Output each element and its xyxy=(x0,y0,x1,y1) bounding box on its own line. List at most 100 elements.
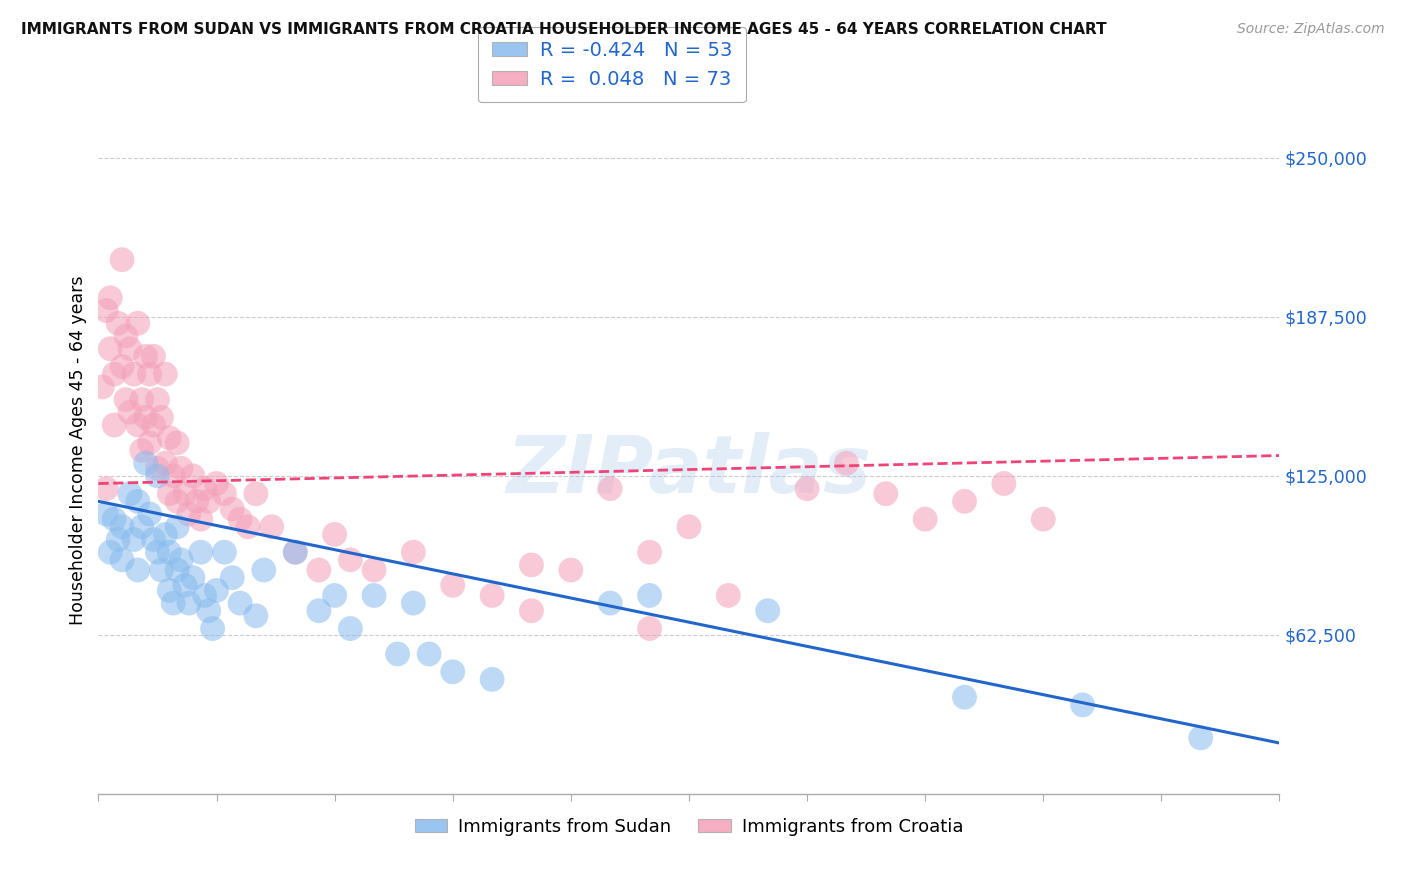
Point xyxy=(150,563,173,577)
Point xyxy=(170,461,193,475)
Point xyxy=(122,367,145,381)
Point xyxy=(96,303,118,318)
Point xyxy=(150,410,173,425)
Point xyxy=(835,456,858,470)
Point xyxy=(520,604,543,618)
Point xyxy=(146,545,169,559)
Point xyxy=(953,494,976,508)
Point xyxy=(142,533,165,547)
Point xyxy=(339,622,361,636)
Point xyxy=(111,359,134,374)
Point xyxy=(284,545,307,559)
Point xyxy=(111,252,134,267)
Point xyxy=(441,578,464,592)
Point xyxy=(166,494,188,508)
Point xyxy=(98,291,121,305)
Point xyxy=(363,589,385,603)
Point xyxy=(157,431,180,445)
Point xyxy=(138,507,160,521)
Point xyxy=(146,461,169,475)
Point xyxy=(260,520,283,534)
Point xyxy=(98,342,121,356)
Point xyxy=(131,392,153,407)
Point xyxy=(166,435,188,450)
Point xyxy=(599,482,621,496)
Point xyxy=(91,380,114,394)
Point xyxy=(245,486,267,500)
Point xyxy=(122,533,145,547)
Point xyxy=(194,589,217,603)
Point xyxy=(138,435,160,450)
Point xyxy=(194,482,217,496)
Point xyxy=(418,647,440,661)
Point xyxy=(127,316,149,330)
Point xyxy=(796,482,818,496)
Point xyxy=(146,469,169,483)
Point xyxy=(107,316,129,330)
Point xyxy=(339,553,361,567)
Point xyxy=(214,545,236,559)
Point xyxy=(387,647,409,661)
Point xyxy=(520,558,543,572)
Point xyxy=(135,349,157,363)
Y-axis label: Householder Income Ages 45 - 64 years: Householder Income Ages 45 - 64 years xyxy=(69,276,87,625)
Point xyxy=(166,563,188,577)
Point xyxy=(678,520,700,534)
Point xyxy=(402,545,425,559)
Point xyxy=(142,349,165,363)
Point xyxy=(214,486,236,500)
Point xyxy=(107,533,129,547)
Point xyxy=(98,545,121,559)
Point xyxy=(717,589,740,603)
Point xyxy=(756,604,779,618)
Point xyxy=(953,690,976,705)
Point xyxy=(186,494,208,508)
Point xyxy=(115,392,138,407)
Point xyxy=(205,476,228,491)
Point xyxy=(131,443,153,458)
Point xyxy=(236,520,259,534)
Point xyxy=(135,456,157,470)
Point xyxy=(599,596,621,610)
Point xyxy=(157,545,180,559)
Point xyxy=(253,563,276,577)
Point xyxy=(1189,731,1212,745)
Point xyxy=(323,527,346,541)
Point xyxy=(481,589,503,603)
Point xyxy=(96,507,118,521)
Point xyxy=(229,512,252,526)
Point xyxy=(103,512,125,526)
Point xyxy=(190,545,212,559)
Point xyxy=(127,494,149,508)
Point xyxy=(127,563,149,577)
Point xyxy=(118,405,141,419)
Point xyxy=(190,512,212,526)
Point xyxy=(111,553,134,567)
Point xyxy=(118,486,141,500)
Legend: Immigrants from Sudan, Immigrants from Croatia: Immigrants from Sudan, Immigrants from C… xyxy=(408,811,970,843)
Point xyxy=(323,589,346,603)
Point xyxy=(157,486,180,500)
Point xyxy=(875,486,897,500)
Point xyxy=(914,512,936,526)
Point xyxy=(155,367,177,381)
Point xyxy=(229,596,252,610)
Point xyxy=(221,502,243,516)
Point xyxy=(245,608,267,623)
Point xyxy=(638,545,661,559)
Point xyxy=(166,520,188,534)
Point xyxy=(127,417,149,432)
Point xyxy=(135,410,157,425)
Point xyxy=(284,545,307,559)
Point xyxy=(181,571,204,585)
Point xyxy=(96,482,118,496)
Point xyxy=(308,604,330,618)
Point xyxy=(138,367,160,381)
Point xyxy=(111,520,134,534)
Point xyxy=(221,571,243,585)
Point xyxy=(197,604,219,618)
Text: Source: ZipAtlas.com: Source: ZipAtlas.com xyxy=(1237,22,1385,37)
Point xyxy=(146,392,169,407)
Point xyxy=(308,563,330,577)
Point xyxy=(181,469,204,483)
